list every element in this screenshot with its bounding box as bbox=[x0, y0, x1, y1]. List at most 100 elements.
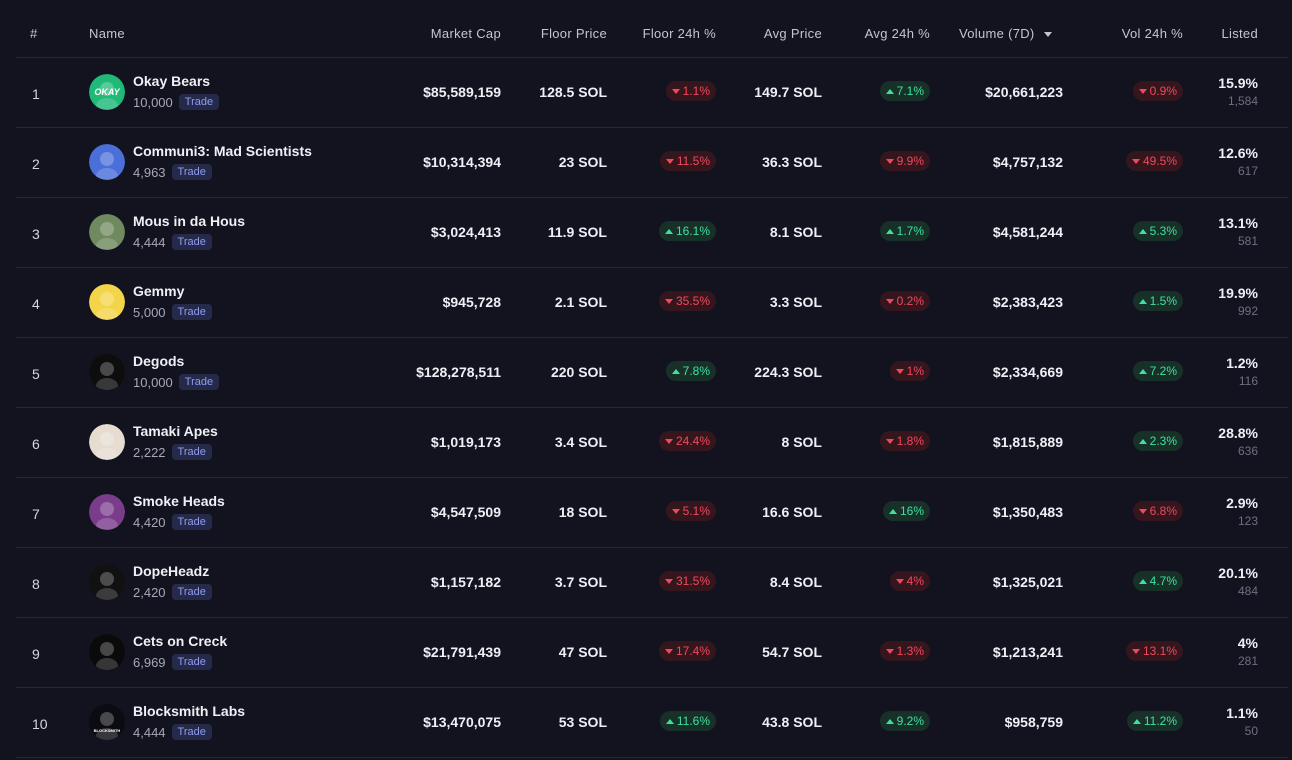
listed-cell: 20.1% 484 bbox=[1218, 565, 1258, 598]
volume-7d: $2,383,423 bbox=[992, 294, 1063, 310]
listed-cell: 15.9% 1,584 bbox=[1218, 75, 1258, 108]
table-row[interactable]: 7 Smoke Heads 4,420 Trade $4,547,509 18 … bbox=[16, 478, 1288, 548]
avatar-image-icon bbox=[89, 424, 125, 460]
trade-button[interactable]: Trade bbox=[171, 654, 212, 670]
trend-down-icon bbox=[885, 298, 894, 304]
trend-up-icon bbox=[1138, 228, 1147, 234]
floor-24h-value: 16.1% bbox=[675, 224, 710, 238]
collection-name[interactable]: Gemmy bbox=[133, 283, 185, 299]
header-name[interactable]: Name bbox=[89, 26, 125, 41]
table-row[interactable]: 9 Cets on Creck 6,969 Trade $21,791,439 … bbox=[16, 618, 1288, 688]
floor-price: 23 SOL bbox=[558, 154, 607, 170]
collection-sub: 2,222 Trade bbox=[133, 444, 212, 460]
table-row[interactable]: 10 BLOCKSMITH Blocksmith Labs 4,444 Trad… bbox=[16, 688, 1288, 758]
rank: 7 bbox=[32, 506, 40, 522]
header-vol-24h[interactable]: Vol 24h % bbox=[1121, 26, 1183, 41]
floor-24h-value: 31.5% bbox=[675, 574, 710, 588]
collection-avatar[interactable] bbox=[89, 564, 125, 600]
avatar-image-icon bbox=[89, 564, 125, 600]
avg-24h-badge: 1.8% bbox=[879, 431, 930, 451]
trend-up-icon bbox=[1138, 298, 1147, 304]
table-row[interactable]: 1 OKAY Okay Bears 10,000 Trade $85,589,1… bbox=[16, 58, 1288, 128]
avg-price: 54.7 SOL bbox=[762, 644, 822, 660]
listed-percent: 12.6% bbox=[1218, 145, 1258, 161]
trade-button[interactable]: Trade bbox=[171, 584, 212, 600]
header-floor-24h[interactable]: Floor 24h % bbox=[642, 26, 716, 41]
supply-count: 4,963 bbox=[133, 164, 166, 180]
supply-count: 5,000 bbox=[133, 304, 166, 320]
avg-24h-value: 4% bbox=[906, 574, 924, 588]
trend-up-icon bbox=[1138, 368, 1147, 374]
trend-down-icon bbox=[1131, 158, 1140, 164]
trade-button[interactable]: Trade bbox=[171, 304, 212, 320]
collection-avatar[interactable] bbox=[89, 214, 125, 250]
collection-avatar[interactable] bbox=[89, 424, 125, 460]
trend-up-icon bbox=[885, 228, 894, 234]
table-row[interactable]: 8 DopeHeadz 2,420 Trade $1,157,182 3.7 S… bbox=[16, 548, 1288, 618]
collection-name[interactable]: Degods bbox=[133, 353, 185, 369]
collection-name[interactable]: Blocksmith Labs bbox=[133, 703, 246, 719]
avg-24h-badge: 1.7% bbox=[879, 221, 930, 241]
market-cap: $945,728 bbox=[442, 294, 501, 310]
table-row[interactable]: 4 Gemmy 5,000 Trade $945,728 2.1 SOL 35.… bbox=[16, 268, 1288, 338]
listed-count: 636 bbox=[1237, 444, 1258, 458]
collection-name[interactable]: Tamaki Apes bbox=[133, 423, 218, 439]
trend-down-icon bbox=[664, 438, 673, 444]
trend-down-icon bbox=[895, 578, 904, 584]
table-row[interactable]: 5 Degods 10,000 Trade $128,278,511 220 S… bbox=[16, 338, 1288, 408]
avatar-image-icon bbox=[89, 494, 125, 530]
header-rank[interactable]: # bbox=[30, 26, 38, 41]
table-row[interactable]: 2 Communi3: Mad Scientists 4,963 Trade $… bbox=[16, 128, 1288, 198]
header-market-cap[interactable]: Market Cap bbox=[430, 26, 501, 41]
collection-avatar[interactable]: OKAY bbox=[89, 74, 125, 110]
supply-count: 2,222 bbox=[133, 444, 166, 460]
trend-up-icon bbox=[1138, 578, 1147, 584]
header-avg-24h[interactable]: Avg 24h % bbox=[864, 26, 930, 41]
collection-avatar[interactable]: BLOCKSMITH bbox=[89, 704, 125, 740]
volume-7d: $20,661,223 bbox=[985, 84, 1063, 100]
collection-sub: 10,000 Trade bbox=[133, 94, 220, 110]
collection-sub: 4,420 Trade bbox=[133, 514, 212, 530]
header-volume-7d[interactable]: Volume (7D) bbox=[959, 26, 1052, 41]
collection-name[interactable]: Smoke Heads bbox=[133, 493, 225, 509]
trade-button[interactable]: Trade bbox=[178, 374, 220, 390]
table-row[interactable]: 6 Tamaki Apes 2,222 Trade $1,019,173 3.4… bbox=[16, 408, 1288, 478]
rank: 2 bbox=[32, 156, 40, 172]
trade-button[interactable]: Trade bbox=[171, 514, 212, 530]
floor-price: 47 SOL bbox=[558, 644, 607, 660]
collection-avatar[interactable] bbox=[89, 284, 125, 320]
header-avg-price[interactable]: Avg Price bbox=[763, 26, 822, 41]
header-listed[interactable]: Listed bbox=[1221, 26, 1258, 41]
floor-24h-badge: 5.1% bbox=[665, 501, 716, 521]
trade-button[interactable]: Trade bbox=[171, 164, 212, 180]
trade-button[interactable]: Trade bbox=[171, 724, 212, 740]
listed-count: 581 bbox=[1237, 234, 1258, 248]
collection-name[interactable]: Okay Bears bbox=[133, 73, 211, 89]
collection-avatar[interactable] bbox=[89, 634, 125, 670]
avatar-image-icon bbox=[89, 634, 125, 670]
collection-name[interactable]: Communi3: Mad Scientists bbox=[133, 143, 312, 159]
collection-name[interactable]: Mous in da Hous bbox=[133, 213, 245, 229]
supply-count: 4,420 bbox=[133, 514, 166, 530]
trade-button[interactable]: Trade bbox=[171, 234, 212, 250]
market-cap: $128,278,511 bbox=[416, 364, 501, 380]
trend-down-icon bbox=[664, 578, 673, 584]
collection-avatar[interactable] bbox=[89, 354, 125, 390]
trade-button[interactable]: Trade bbox=[178, 94, 220, 110]
avatar-logo-text: BLOCKSMITH bbox=[94, 728, 121, 733]
avg-price: 224.3 SOL bbox=[754, 364, 822, 380]
floor-price: 220 SOL bbox=[550, 364, 607, 380]
avatar-logo-text: OKAY bbox=[94, 87, 120, 97]
collection-name[interactable]: Cets on Creck bbox=[133, 633, 228, 649]
trend-up-icon bbox=[665, 718, 674, 724]
table-row[interactable]: 3 Mous in da Hous 4,444 Trade $3,024,413… bbox=[16, 198, 1288, 268]
collections-table: # Name Market Cap Floor Price Floor 24h … bbox=[16, 0, 1288, 758]
header-floor-price[interactable]: Floor Price bbox=[540, 26, 607, 41]
floor-price: 3.4 SOL bbox=[554, 434, 607, 450]
collection-avatar[interactable] bbox=[89, 144, 125, 180]
collection-avatar[interactable] bbox=[89, 494, 125, 530]
trade-button[interactable]: Trade bbox=[171, 444, 212, 460]
collection-name[interactable]: DopeHeadz bbox=[133, 563, 210, 579]
rank: 9 bbox=[32, 646, 40, 662]
vol-24h-value: 1.5% bbox=[1149, 294, 1177, 308]
